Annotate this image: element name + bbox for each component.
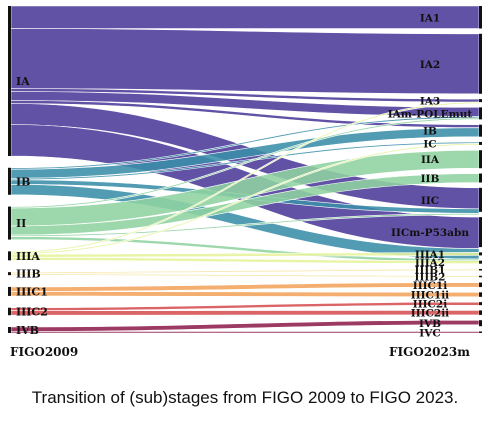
flow-IVB-to-IVB: [10, 319, 480, 332]
right-node-bar-IA2: [479, 33, 482, 94]
flow-IIIC1-to-IIIC1i: [10, 282, 480, 292]
left-node-bar-IVB: [8, 327, 11, 333]
left-node-label-IB: IB: [16, 175, 30, 188]
left-node-bar-IA: [8, 6, 11, 156]
right-node-label-IIIC1i: IIIC1i: [413, 280, 447, 292]
right-node-label-IAm-POLEmut: IAm-POLEmut: [388, 108, 473, 120]
right-node-bar-IIIA1: [479, 252, 482, 256]
left-node-label-IIIA: IIIA: [16, 250, 40, 263]
flow-IIIC2-to-IIIC2i: [10, 301, 480, 312]
right-node-label-IIIB2: IIIB2: [415, 272, 446, 284]
right-node-bar-IVB: [479, 320, 482, 327]
flow-IIIC2-to-IIIC2ii: [10, 310, 480, 316]
figure-caption: Transition of (sub)stages from FIGO 2009…: [31, 388, 459, 407]
right-node-bar-IIA: [479, 150, 482, 169]
flow-IB-to-IB: [10, 127, 480, 179]
left-node-bar-IIIA: [8, 251, 11, 261]
right-node-bar-IIIB2: [479, 275, 482, 278]
flow-IA-to-IA1: [10, 5, 480, 29]
right-node-bar-IIIC2ii: [479, 310, 482, 315]
sankey-node-bars: [8, 6, 482, 333]
right-node-bar-IIIB1: [479, 268, 482, 271]
left-node-bar-IIIC1: [8, 286, 11, 296]
flow-IIIB-to-IIIB2: [10, 273, 480, 278]
right-node-bar-IIIC1ii: [479, 292, 482, 297]
right-node-label-IIIA2: IIIA2: [415, 257, 445, 269]
right-node-label-IC: IC: [423, 138, 436, 150]
right-node-label-IICm-P53abn: IICm-P53abn: [391, 227, 469, 239]
right-node-bar-IB: [479, 124, 482, 137]
flow-IA-to-IA2: [10, 28, 480, 95]
right-node-label-IA2: IA2: [420, 59, 440, 71]
left-node-bar-IIIC2: [8, 307, 11, 316]
right-node-label-IIIC1ii: IIIC1ii: [411, 290, 449, 302]
right-axis-title: FIGO2023m: [389, 345, 470, 359]
right-node-label-IA3: IA3: [420, 96, 440, 108]
right-node-label-IIIC2ii: IIIC2ii: [411, 308, 449, 320]
right-node-bar-IIIC2i: [479, 302, 482, 306]
left-node-bar-IIIB: [8, 272, 11, 276]
left-node-label-IVB: IVB: [16, 324, 39, 337]
right-node-bar-IA3: [479, 99, 482, 103]
right-node-label-IIIB1: IIIB1: [415, 265, 446, 277]
left-node-label-IIIC2: IIIC2: [16, 305, 48, 318]
left-node-bar-II: [8, 206, 11, 240]
left-node-label-IIIB: IIIB: [16, 268, 41, 281]
right-node-bar-IC: [479, 141, 482, 145]
sankey-node-labels: IA IB II IIIA IIIB IIIC1 IIIC2 IVB IA1 IA2 IA3IAm-…: [16, 12, 472, 339]
right-node-bar-IIIC1i: [479, 282, 482, 288]
right-node-label-IIIA1: IIIA1: [415, 249, 445, 261]
right-node-label-IB: IB: [423, 126, 437, 138]
right-node-label-IVC: IVC: [419, 327, 440, 339]
right-node-bar-IAm-POLEmut: [479, 107, 482, 120]
left-node-bar-IB: [8, 167, 11, 195]
left-node-label-II: II: [16, 217, 26, 230]
flow-IIIC1-to-IIIC1ii: [10, 291, 480, 298]
right-node-bar-IIC: [479, 187, 482, 212]
flow-IIIB-to-IIIB1: [10, 268, 480, 274]
flow-IIIA-to-IIIA1: [10, 252, 480, 258]
flow-IVB-to-IVC: [10, 331, 480, 334]
right-node-label-IIA: IIA: [421, 154, 440, 166]
right-node-bar-IIB: [479, 173, 482, 183]
flow-II-to-IIA: [10, 149, 480, 227]
right-node-label-IVB: IVB: [419, 318, 441, 330]
right-node-bar-IICm-P53abn: [479, 217, 482, 248]
flow-IIIA-to-IA3: [10, 101, 480, 254]
left-node-label-IIIC1: IIIC1: [16, 285, 48, 298]
sankey-flows: [10, 5, 480, 334]
right-node-label-IA1: IA1: [420, 12, 440, 24]
right-node-label-IIIC2i: IIIC2i: [413, 299, 447, 311]
right-node-bar-IA1: [479, 6, 482, 29]
right-node-bar-IIIA2: [479, 260, 482, 264]
left-axis-title: FIGO2009: [10, 345, 78, 359]
right-node-bar-IVC: [479, 331, 482, 333]
left-node-label-IA: IA: [16, 75, 30, 88]
right-node-label-IIB: IIB: [421, 173, 440, 185]
right-node-label-IIC: IIC: [421, 195, 439, 207]
